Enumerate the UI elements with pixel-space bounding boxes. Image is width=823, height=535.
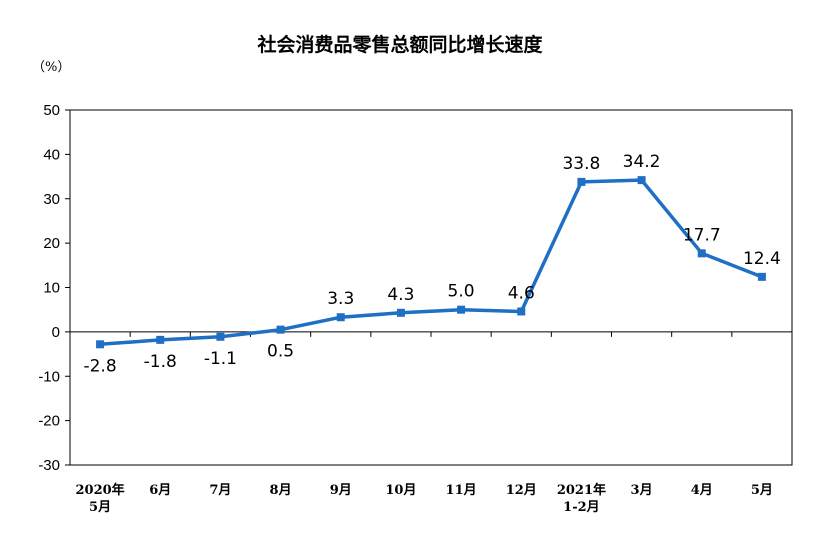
data-point <box>156 335 165 344</box>
data-label: -1.1 <box>204 349 237 369</box>
x-tick-label: 2020年 5月 <box>75 482 124 515</box>
y-tick-label: -10 <box>38 368 60 385</box>
data-point <box>336 313 345 322</box>
data-point <box>457 305 466 314</box>
x-tick-label: 8月 <box>270 483 292 498</box>
y-tick-label: 0 <box>52 324 60 341</box>
data-label: 4.3 <box>387 285 414 305</box>
data-point <box>637 176 646 185</box>
x-tick-label: 11月 <box>446 483 477 498</box>
y-unit-label: （%） <box>32 60 70 75</box>
data-label: 34.2 <box>623 152 661 172</box>
series-line <box>99 178 763 347</box>
data-point <box>276 325 285 334</box>
y-tick-label: 10 <box>43 280 60 297</box>
data-label: -1.8 <box>144 352 177 372</box>
x-tick-label: 5月 <box>751 483 773 498</box>
x-tick-label: 6月 <box>149 483 171 498</box>
chart-title: 社会消费品零售总额同比增长速度 <box>256 33 543 56</box>
data-point <box>517 307 526 316</box>
y-tick-label: 50 <box>43 102 60 119</box>
x-tick-label: 3月 <box>631 483 653 498</box>
data-point <box>577 177 586 186</box>
data-label: 4.6 <box>508 283 535 303</box>
y-tick-label: 30 <box>43 191 60 208</box>
data-label: 12.4 <box>743 249 781 269</box>
data-label: 17.7 <box>683 225 721 245</box>
data-label: 0.5 <box>267 342 294 362</box>
data-point <box>396 308 405 317</box>
y-tick-label: -20 <box>38 413 60 430</box>
x-tick-label: 4月 <box>691 483 713 498</box>
data-label: 5.0 <box>448 282 475 302</box>
y-tick-label: 20 <box>43 235 60 252</box>
data-point <box>697 249 706 258</box>
data-point <box>216 332 225 341</box>
data-label: 3.3 <box>327 289 354 309</box>
data-label: -2.8 <box>83 356 116 376</box>
data-point <box>96 340 105 349</box>
x-tick-label: 7月 <box>209 483 231 498</box>
plot-frame <box>69 109 793 466</box>
data-point <box>757 272 766 281</box>
x-tick-label: 10月 <box>385 483 416 498</box>
y-tick-label: 40 <box>43 146 60 163</box>
x-tick-label: 12月 <box>506 483 537 498</box>
data-label: 33.8 <box>562 154 600 174</box>
x-tick-label: 9月 <box>330 483 352 498</box>
y-tick-label: -30 <box>38 457 60 474</box>
x-tick-label: 2021年 1-2月 <box>557 482 606 515</box>
